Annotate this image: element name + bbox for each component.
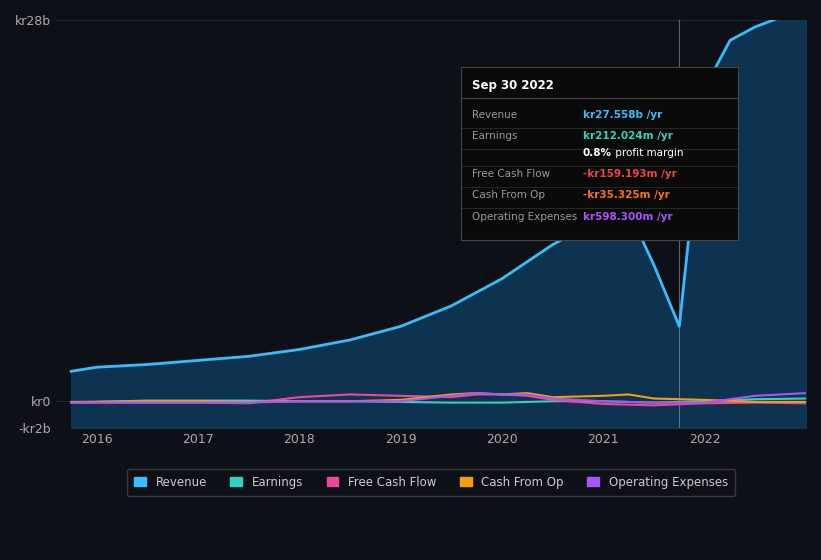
Text: Free Cash Flow: Free Cash Flow xyxy=(472,169,550,179)
Legend: Revenue, Earnings, Free Cash Flow, Cash From Op, Operating Expenses: Revenue, Earnings, Free Cash Flow, Cash … xyxy=(127,469,735,496)
Text: kr598.300m /yr: kr598.300m /yr xyxy=(583,212,672,222)
Text: -kr159.193m /yr: -kr159.193m /yr xyxy=(583,169,677,179)
Text: 0.8%: 0.8% xyxy=(583,148,612,158)
Text: Earnings: Earnings xyxy=(472,131,517,141)
Text: profit margin: profit margin xyxy=(612,148,683,158)
Text: -kr35.325m /yr: -kr35.325m /yr xyxy=(583,190,669,200)
Text: Cash From Op: Cash From Op xyxy=(472,190,545,200)
Text: Revenue: Revenue xyxy=(472,110,517,120)
Text: kr27.558b /yr: kr27.558b /yr xyxy=(583,110,662,120)
Text: kr212.024m /yr: kr212.024m /yr xyxy=(583,131,672,141)
Text: Sep 30 2022: Sep 30 2022 xyxy=(472,80,554,92)
Text: Operating Expenses: Operating Expenses xyxy=(472,212,577,222)
